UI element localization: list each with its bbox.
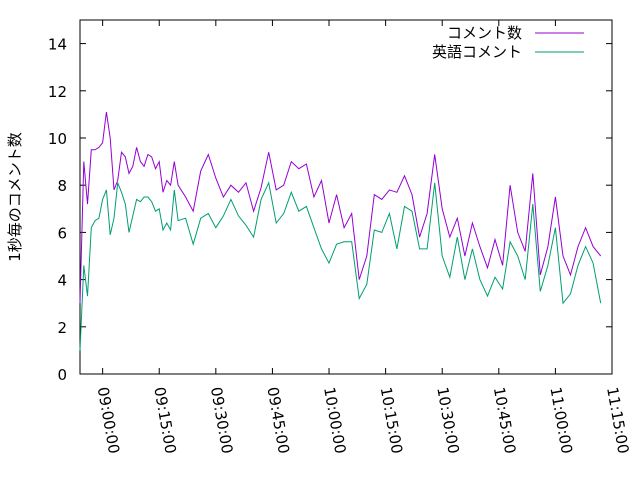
y-tick-label: 6 (57, 224, 67, 242)
legend-label: コメント数 (447, 24, 522, 42)
y-tick-label: 0 (57, 366, 67, 384)
y-tick-label: 4 (57, 272, 67, 290)
series-line-2 (79, 181, 602, 351)
series-line-1 (79, 111, 602, 304)
y-axis-label: 1秒毎のコメント数 (6, 132, 24, 262)
y-tick-label: 8 (57, 177, 67, 195)
plot-border (79, 19, 613, 375)
legend-label: 英語コメント (432, 43, 522, 61)
y-tick-label: 12 (48, 83, 67, 101)
series-layer (79, 111, 602, 351)
plot-frame (79, 19, 613, 375)
y-tick-label: 2 (57, 319, 67, 337)
y-tick-label: 10 (48, 130, 67, 148)
y-tick-label: 14 (48, 36, 67, 54)
